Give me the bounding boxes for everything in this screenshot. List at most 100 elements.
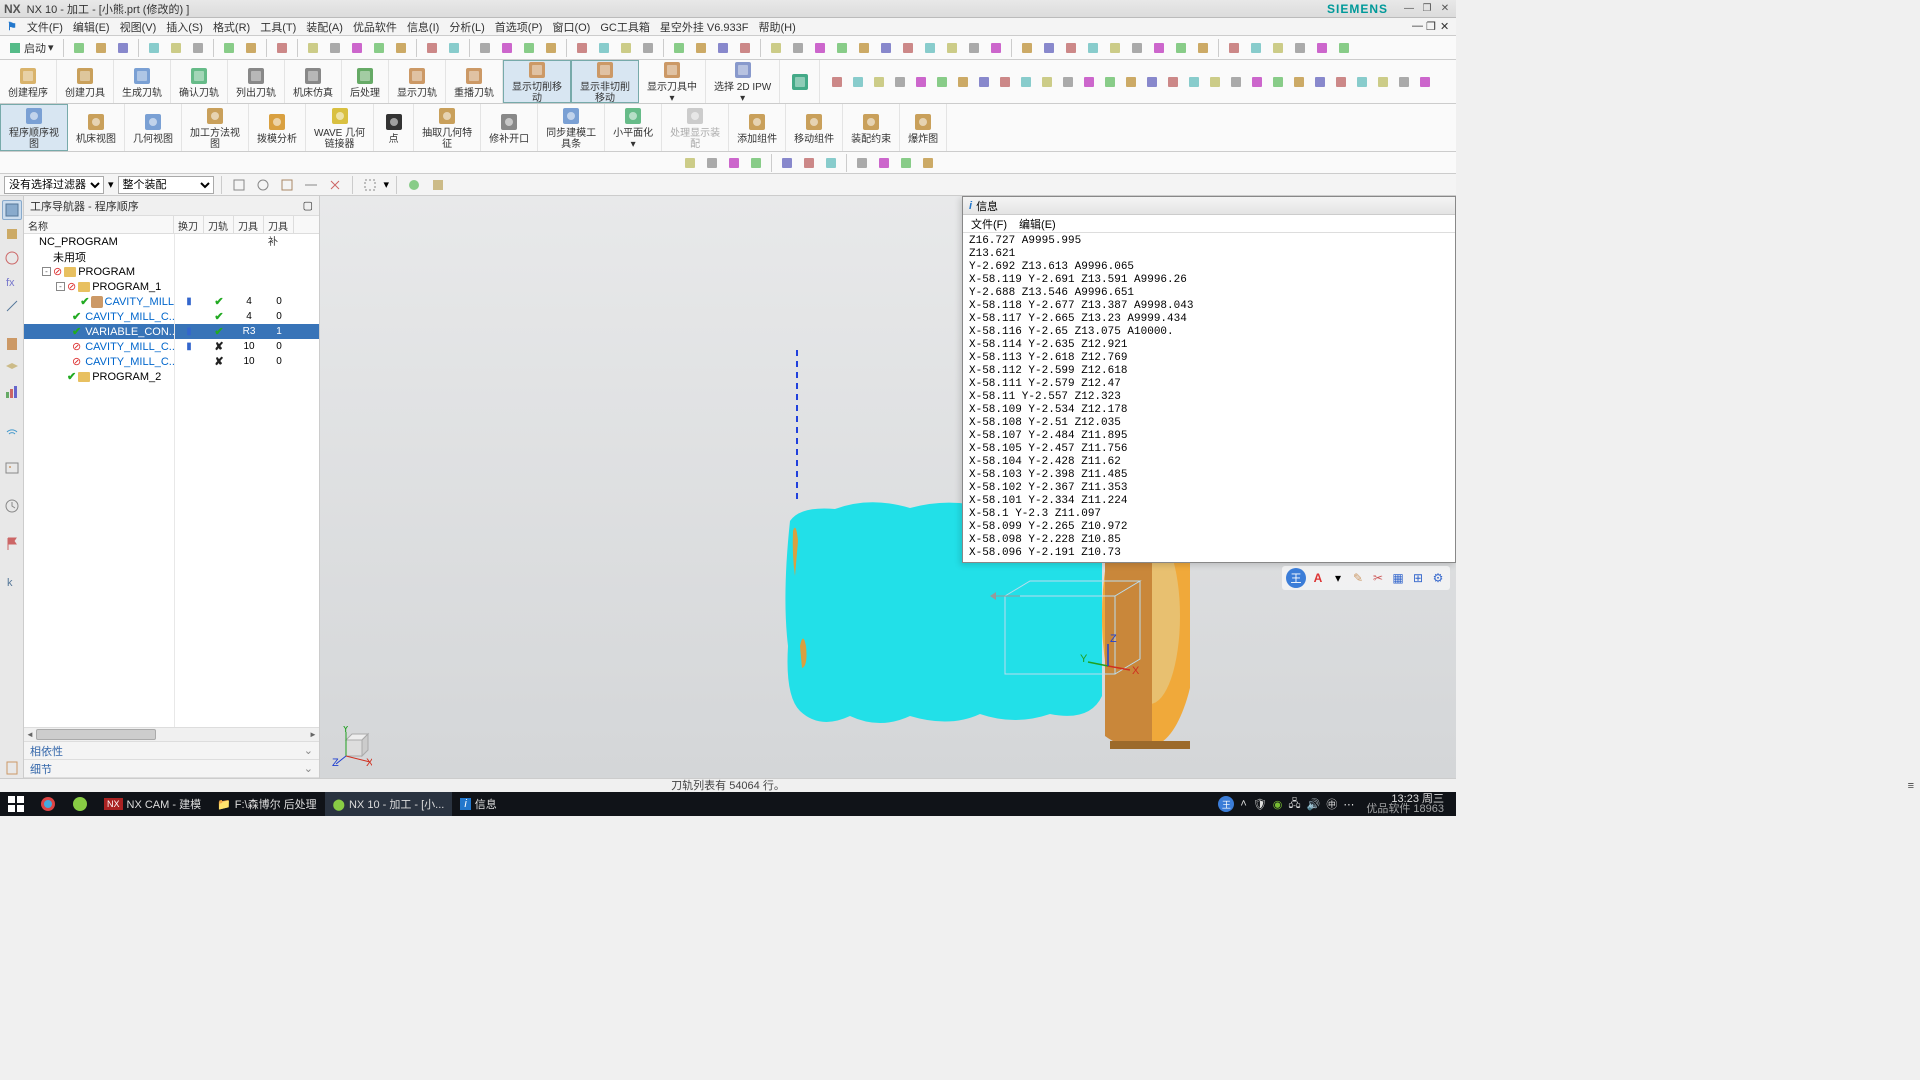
ribbon2-3[interactable]: 加工方法视 图 <box>182 104 249 151</box>
system-tray[interactable]: 王 ˄ 🛡 ◉ 🖧 🔊 ㊥ ⋯ 13:23 周三 优品软件 18963 <box>1212 794 1456 814</box>
ribbon1-9[interactable]: 显示切削移 动 <box>503 60 571 103</box>
col-toolpath[interactable]: 刀轨 <box>204 216 234 233</box>
tb-cmd-icon[interactable] <box>272 38 292 58</box>
tb-paste-icon[interactable] <box>188 38 208 58</box>
ribbon1-4[interactable]: 列出刀轨 <box>228 60 285 103</box>
tb-c6-icon[interactable] <box>1127 38 1147 58</box>
rib1r-w-icon[interactable] <box>1290 73 1308 91</box>
tb-draft-icon[interactable] <box>920 38 940 58</box>
rib1r-t-icon[interactable] <box>1227 73 1245 91</box>
tree-row-5[interactable]: ✔CAVITY_MILL_C... ✔ 4 0 <box>24 309 319 324</box>
rib1r-q-icon[interactable] <box>1164 73 1182 91</box>
menu-item-10[interactable]: 首选项(P) <box>490 19 548 35</box>
tb-c8-icon[interactable] <box>1171 38 1191 58</box>
tb-fwd-icon[interactable] <box>691 38 711 58</box>
tb-grid-icon[interactable] <box>369 38 389 58</box>
annot-cut-icon[interactable]: ✂ <box>1370 570 1386 586</box>
ribbon2-11[interactable]: 处理显示装 配 <box>662 104 729 151</box>
col-name[interactable]: 名称 <box>24 216 174 233</box>
tree-row-8[interactable]: ⊘CAVITY_MILL_C... ✘ 10 0 <box>24 354 319 369</box>
filter-icon-5[interactable] <box>325 175 345 195</box>
menu-item-1[interactable]: 编辑(E) <box>68 19 115 35</box>
resource-layers-icon[interactable] <box>2 358 22 378</box>
doc-restore-button[interactable]: ❐ <box>1421 20 1435 33</box>
taskbar-app-nx10[interactable]: ⬤NX 10 - 加工 - [小... <box>325 792 453 816</box>
rib1r-n-icon[interactable] <box>1101 73 1119 91</box>
tb-line-icon[interactable] <box>475 38 495 58</box>
tb-g5-icon[interactable] <box>1312 38 1332 58</box>
taskbar-app-nxcam[interactable]: NXNX CAM - 建模 <box>96 792 209 816</box>
ribbon2-8[interactable]: 修补开口 <box>481 104 538 151</box>
filter-icon-2[interactable] <box>253 175 273 195</box>
rib3-i-icon[interactable] <box>874 153 894 173</box>
resource-image-icon[interactable] <box>2 458 22 478</box>
minimize-button[interactable]: — <box>1402 2 1416 16</box>
filter-icon-6[interactable] <box>360 175 380 195</box>
rib1r-z-icon[interactable] <box>1353 73 1371 91</box>
filter-icon-3[interactable] <box>277 175 297 195</box>
tray-up-icon[interactable]: ˄ <box>1240 798 1246 810</box>
rib1r-cc-icon[interactable] <box>1416 73 1434 91</box>
tb-subtract-icon[interactable] <box>986 38 1006 58</box>
rib1r-d-icon[interactable] <box>891 73 909 91</box>
tb-yellow-icon[interactable] <box>444 38 464 58</box>
annot-pen-icon[interactable]: ✎ <box>1350 570 1366 586</box>
tb-cut-icon[interactable] <box>144 38 164 58</box>
resource-clipboard-icon[interactable] <box>2 758 22 778</box>
ribbon2-9[interactable]: 同步建模工 具条 <box>538 104 605 151</box>
rib3-a-icon[interactable] <box>680 153 700 173</box>
ribbon2-6[interactable]: 点 <box>374 104 414 151</box>
rib1r-i-icon[interactable] <box>996 73 1014 91</box>
ribbon2-4[interactable]: 拨模分析 <box>249 104 306 151</box>
tb-sweep-icon[interactable] <box>810 38 830 58</box>
tray-nv-icon[interactable]: ◉ <box>1273 798 1283 811</box>
scroll-left-icon[interactable]: ◄ <box>24 728 36 741</box>
resource-nav-icon[interactable] <box>2 200 22 220</box>
tree-row-9[interactable]: ✔PROGRAM_2 <box>24 369 319 384</box>
tb-refresh-icon[interactable] <box>735 38 755 58</box>
ribbon1-11[interactable]: 显示刀具中 ▾ <box>639 60 706 103</box>
pin-icon[interactable]: ▢ <box>303 199 313 212</box>
ribbon2-15[interactable]: 爆炸图 <box>900 104 947 151</box>
tray-more-icon[interactable]: ⋯ <box>1343 798 1354 811</box>
tb-arrow-icon[interactable] <box>303 38 323 58</box>
resource-k-icon[interactable]: k <box>2 572 22 592</box>
tree-row-1[interactable]: 未用项 <box>24 249 319 264</box>
tray-badge[interactable]: 王 <box>1218 796 1234 812</box>
ribbon1-6[interactable]: 后处理 <box>342 60 389 103</box>
ribbon2-14[interactable]: 装配约束 <box>843 104 900 151</box>
navigator-tree[interactable]: NC_PROGRAM 未用项 -⊘PROGRAM -⊘PROGRAM_1 ✔CA… <box>24 234 319 727</box>
tb-undo-icon[interactable] <box>219 38 239 58</box>
menu-item-7[interactable]: 优品软件 <box>348 19 402 35</box>
rib1r-m-icon[interactable] <box>1080 73 1098 91</box>
doc-close-button[interactable]: ✕ <box>1435 20 1449 33</box>
restore-button[interactable]: ❐ <box>1420 2 1434 16</box>
doc-minimize-button[interactable]: — <box>1407 20 1421 33</box>
resource-part-icon[interactable] <box>2 224 22 244</box>
ribbon2-12[interactable]: 添加组件 <box>729 104 786 151</box>
rib1r-j-icon[interactable] <box>1017 73 1035 91</box>
tb-dim4-icon[interactable] <box>638 38 658 58</box>
menu-item-13[interactable]: 星空外挂 V6.933F <box>655 19 754 35</box>
tb-play-icon[interactable] <box>391 38 411 58</box>
tb-ext-icon[interactable] <box>766 38 786 58</box>
taskbar-clock[interactable]: 13:23 周三 优品软件 18963 <box>1360 794 1450 814</box>
tb-rev-icon[interactable] <box>788 38 808 58</box>
tb-hole-icon[interactable] <box>832 38 852 58</box>
tb-c4-icon[interactable] <box>1083 38 1103 58</box>
rib1r-u-icon[interactable] <box>1248 73 1266 91</box>
info-body[interactable]: Z16.727 A9995.995 Z13.621 Y-2.692 Z13.61… <box>963 233 1455 562</box>
filter-icon-4[interactable] <box>301 175 321 195</box>
info-menu-file[interactable]: 文件(F) <box>971 216 1007 232</box>
tb-mirror-icon[interactable] <box>876 38 896 58</box>
ribbon1-13[interactable] <box>780 60 820 103</box>
taskbar-app-folder[interactable]: 📁F:\森博尔 后处理 <box>209 792 325 816</box>
ribbon1-5[interactable]: 机床仿真 <box>285 60 342 103</box>
tree-row-2[interactable]: -⊘PROGRAM <box>24 264 319 279</box>
rib1r-e-icon[interactable] <box>912 73 930 91</box>
tb-c2-icon[interactable] <box>1039 38 1059 58</box>
rib3-j-icon[interactable] <box>896 153 916 173</box>
rib1r-c-icon[interactable] <box>870 73 888 91</box>
filter-dropdown-2[interactable]: ▾ <box>384 178 390 191</box>
annot-text-icon[interactable]: A <box>1310 570 1326 586</box>
